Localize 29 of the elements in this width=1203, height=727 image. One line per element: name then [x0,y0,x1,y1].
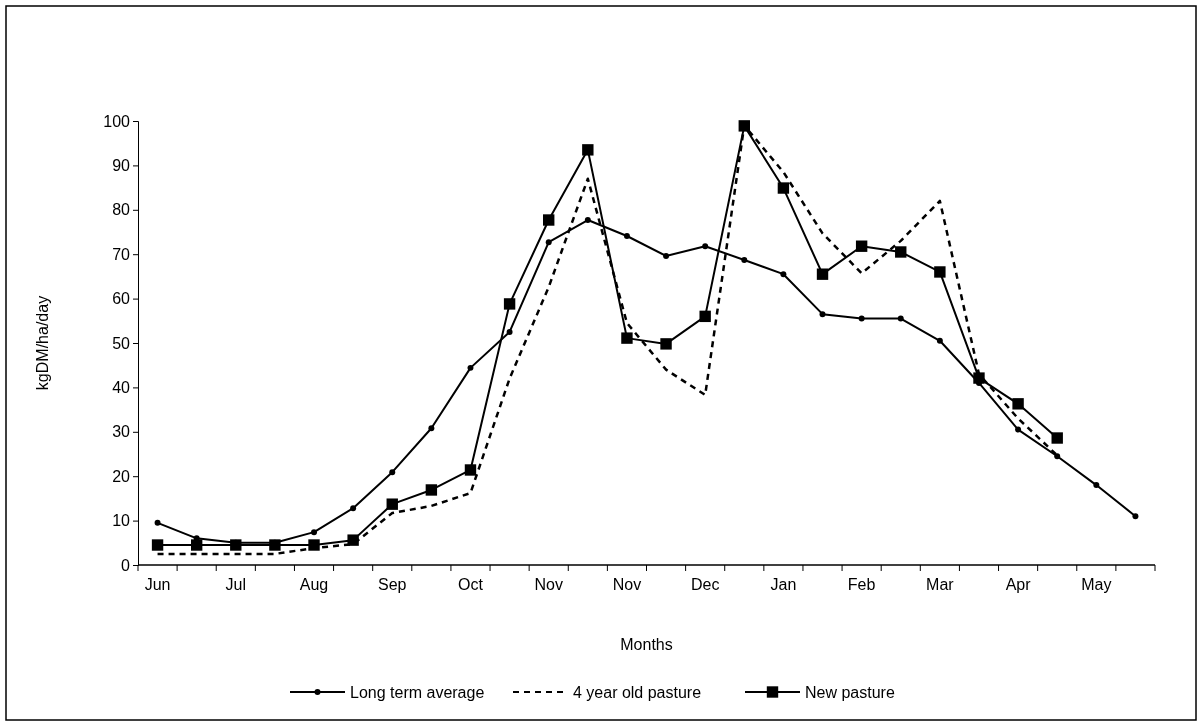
x-tick-label: Jan [770,576,797,593]
legend-label: 4 year old pasture [573,684,702,701]
x-tick-label: Jul [225,576,247,593]
x-tick-label: Jun [144,576,171,593]
y-tick-label: 40 [112,379,131,397]
x-tick-label: Nov [534,576,563,593]
y-tick-label: 70 [112,245,131,263]
x-tick-label: Aug [299,576,329,593]
y-tick-label: 100 [103,112,131,130]
x-tick-label: Oct [458,576,484,593]
x-tick-label: Nov [612,576,642,593]
y-tick-label: 30 [112,423,131,441]
legend-label: Long term average [350,684,485,701]
x-tick-label: Mar [926,576,955,593]
legend-label: New pasture [805,684,895,701]
x-tick-label: Sep [378,576,407,593]
y-tick-label: 90 [112,157,131,175]
y-tick-label: 50 [112,334,131,352]
y-tick-label: 10 [112,512,131,530]
y-tick-label: 0 [121,556,131,574]
y-tick-label: 60 [112,290,131,308]
y-tick-label: 80 [112,201,131,219]
x-tick-label: May [1081,576,1112,593]
x-tick-label: Apr [1005,576,1032,593]
y-axis-title: kgDM/ha/day [34,295,51,391]
x-axis-title: Months [620,636,673,653]
x-tick-label: Feb [847,576,876,593]
y-tick-label: 20 [112,467,131,485]
x-tick-label: Dec [690,576,720,593]
